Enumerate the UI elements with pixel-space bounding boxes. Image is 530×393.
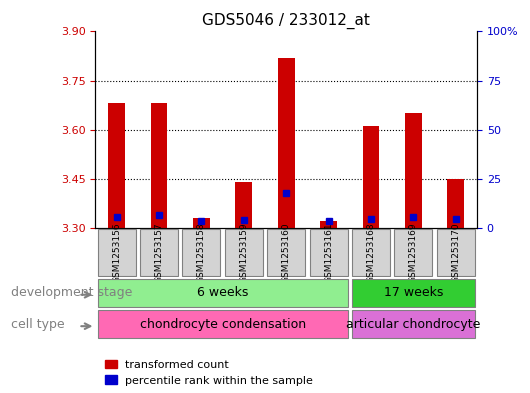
Bar xyxy=(447,179,464,228)
FancyBboxPatch shape xyxy=(140,229,178,276)
Text: development stage: development stage xyxy=(11,286,132,299)
Title: GDS5046 / 233012_at: GDS5046 / 233012_at xyxy=(202,13,370,29)
Bar xyxy=(235,182,252,228)
Text: GSM1253161: GSM1253161 xyxy=(324,222,333,283)
Bar xyxy=(151,103,167,228)
Text: 17 weeks: 17 weeks xyxy=(384,286,443,299)
Text: GSM1253158: GSM1253158 xyxy=(197,222,206,283)
FancyBboxPatch shape xyxy=(98,310,348,338)
Bar xyxy=(193,218,210,228)
FancyBboxPatch shape xyxy=(394,229,432,276)
FancyBboxPatch shape xyxy=(352,310,475,338)
Text: GSM1253168: GSM1253168 xyxy=(367,222,375,283)
Bar xyxy=(278,58,295,228)
Text: GSM1253169: GSM1253169 xyxy=(409,222,418,283)
FancyBboxPatch shape xyxy=(437,229,475,276)
FancyBboxPatch shape xyxy=(352,279,475,307)
FancyBboxPatch shape xyxy=(310,229,348,276)
FancyBboxPatch shape xyxy=(267,229,305,276)
Text: GSM1253159: GSM1253159 xyxy=(240,222,248,283)
Bar xyxy=(363,127,379,228)
FancyBboxPatch shape xyxy=(98,229,136,276)
Text: 6 weeks: 6 weeks xyxy=(197,286,248,299)
Bar xyxy=(320,221,337,228)
FancyBboxPatch shape xyxy=(225,229,263,276)
Legend: transformed count, percentile rank within the sample: transformed count, percentile rank withi… xyxy=(101,355,317,390)
Text: GSM1253170: GSM1253170 xyxy=(452,222,460,283)
Text: GSM1253157: GSM1253157 xyxy=(155,222,163,283)
FancyBboxPatch shape xyxy=(352,229,390,276)
Bar xyxy=(108,103,125,228)
Text: GSM1253160: GSM1253160 xyxy=(282,222,290,283)
Text: GSM1253156: GSM1253156 xyxy=(112,222,121,283)
Text: cell type: cell type xyxy=(11,318,64,331)
Text: articular chondrocyte: articular chondrocyte xyxy=(346,318,481,331)
Bar xyxy=(405,113,422,228)
Text: chondrocyte condensation: chondrocyte condensation xyxy=(139,318,306,331)
FancyBboxPatch shape xyxy=(182,229,220,276)
FancyBboxPatch shape xyxy=(98,279,348,307)
